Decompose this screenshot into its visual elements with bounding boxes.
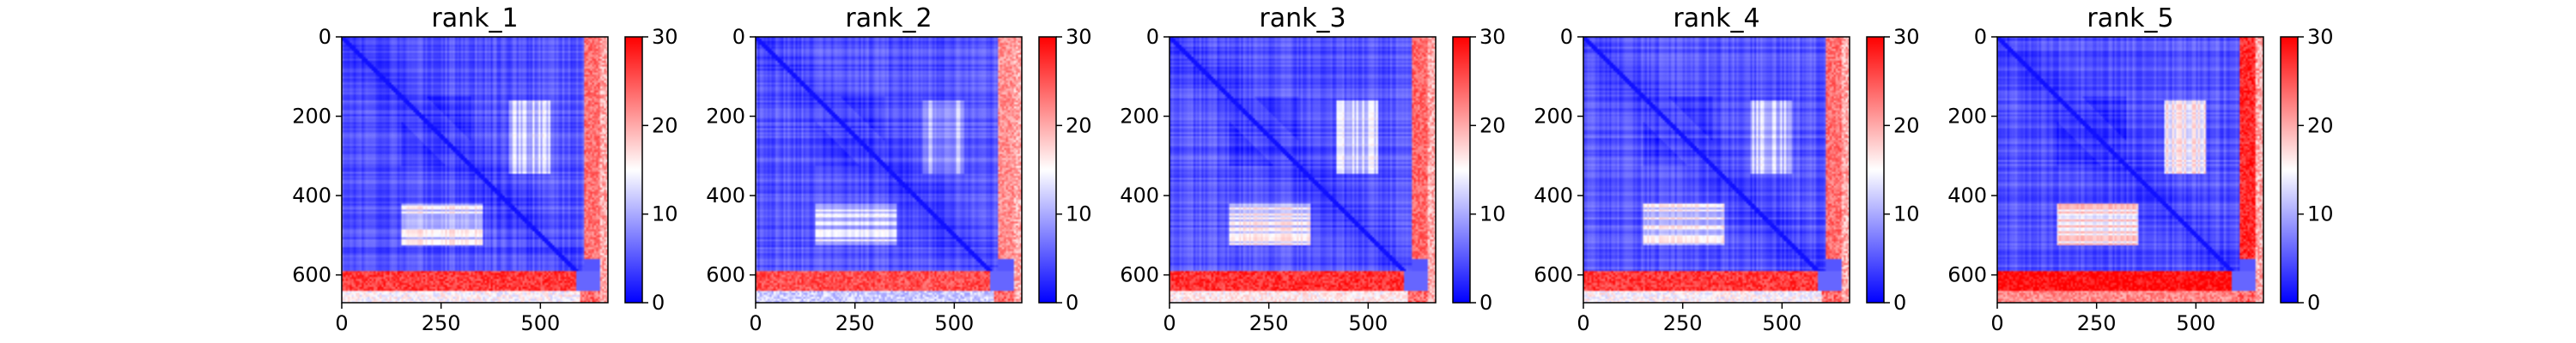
y-tick-label: 600	[1534, 263, 1573, 287]
colorbar	[1866, 36, 1885, 304]
heatmap-image	[1170, 37, 1436, 303]
y-tick-label: 0	[319, 25, 331, 49]
colorbar-tick-label: 10	[1479, 202, 1506, 226]
y-tick-label: 200	[706, 105, 745, 129]
plot-frame	[1169, 36, 1437, 304]
colorbar-tick-label: 0	[2307, 291, 2320, 315]
x-tick-label: 250	[2077, 311, 2117, 335]
y-tick-label: 200	[1947, 105, 1987, 129]
colorbar-tick-label: 30	[2307, 25, 2334, 49]
heatmap-image	[1997, 37, 2263, 303]
colorbar-tick-label: 20	[652, 113, 678, 137]
panel-title: rank_1	[431, 3, 518, 33]
y-tick-label: 0	[1146, 25, 1159, 49]
y-tick-label: 0	[1974, 25, 1987, 49]
plot-frame	[1996, 36, 2264, 304]
panel-title: rank_3	[1259, 3, 1346, 33]
x-tick-label: 250	[835, 311, 875, 335]
y-tick-label: 600	[1947, 263, 1987, 287]
colorbar-tick-label: 20	[2307, 113, 2334, 137]
x-tick-label: 500	[934, 311, 974, 335]
y-tick-label: 400	[706, 184, 745, 208]
colorbar-tick-label: 10	[1066, 202, 1092, 226]
panel-title: rank_2	[845, 3, 932, 33]
colorbar-tick-label: 20	[1479, 113, 1506, 137]
x-tick-label: 500	[2176, 311, 2215, 335]
x-tick-label: 500	[520, 311, 560, 335]
colorbar-tick-label: 30	[1893, 25, 1920, 49]
x-tick-label: 250	[422, 311, 461, 335]
y-tick-label: 400	[292, 184, 331, 208]
colorbar-tick-label: 0	[652, 291, 665, 315]
colorbar	[1452, 36, 1471, 304]
colorbar-tick-label: 30	[652, 25, 678, 49]
y-tick-label: 200	[1534, 105, 1573, 129]
heatmap-image	[342, 37, 608, 303]
colorbar-tick-label: 20	[1066, 113, 1092, 137]
colorbar	[1038, 36, 1057, 304]
colorbar-tick-label: 30	[1066, 25, 1092, 49]
colorbar-tick-label: 20	[1893, 113, 1920, 137]
y-tick-label: 600	[706, 263, 745, 287]
colorbar-tick-label: 10	[2307, 202, 2334, 226]
heatmap-image	[756, 37, 1022, 303]
y-tick-label: 0	[732, 25, 745, 49]
x-tick-label: 250	[1663, 311, 1703, 335]
y-tick-label: 400	[1120, 184, 1159, 208]
colorbar-tick-label: 0	[1479, 291, 1492, 315]
plot-frame	[341, 36, 609, 304]
y-tick-label: 200	[292, 105, 331, 129]
colorbar	[2280, 36, 2299, 304]
heatmap-image	[1583, 37, 1850, 303]
x-tick-label: 0	[335, 311, 348, 335]
colorbar	[624, 36, 643, 304]
plot-frame	[755, 36, 1023, 304]
y-tick-label: 600	[292, 263, 331, 287]
colorbar-tick-label: 0	[1893, 291, 1906, 315]
x-tick-label: 0	[1577, 311, 1589, 335]
x-tick-label: 0	[1990, 311, 2003, 335]
x-tick-label: 500	[1348, 311, 1388, 335]
y-tick-label: 200	[1120, 105, 1159, 129]
x-tick-label: 250	[1249, 311, 1289, 335]
colorbar-tick-label: 30	[1479, 25, 1506, 49]
y-tick-label: 600	[1120, 263, 1159, 287]
plot-frame	[1583, 36, 1850, 304]
colorbar-tick-label: 0	[1066, 291, 1078, 315]
y-tick-label: 400	[1534, 184, 1573, 208]
y-tick-label: 400	[1947, 184, 1987, 208]
x-tick-label: 0	[1163, 311, 1176, 335]
colorbar-tick-label: 10	[1893, 202, 1920, 226]
panel-title: rank_4	[1673, 3, 1759, 33]
y-tick-label: 0	[1560, 25, 1573, 49]
x-tick-label: 0	[749, 311, 762, 335]
x-tick-label: 500	[1762, 311, 1801, 335]
colorbar-tick-label: 10	[652, 202, 678, 226]
panel-title: rank_5	[2087, 3, 2173, 33]
